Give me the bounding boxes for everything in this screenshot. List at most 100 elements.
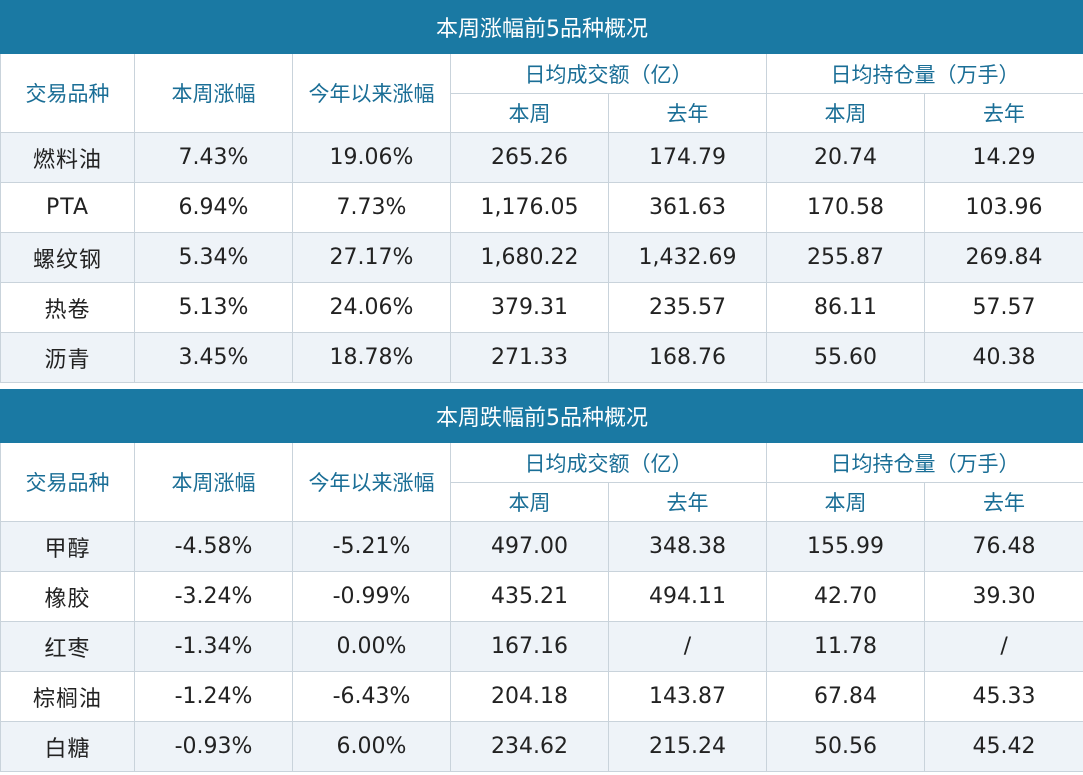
table-row: 棕榈油 -1.24% -6.43% 204.18 143.87 67.84 45.33 xyxy=(0,671,1083,722)
cell-oi-last-year: 269.84 xyxy=(923,232,1083,283)
cell-ytd-change: 19.06% xyxy=(292,132,451,183)
cell-week-change: -3.24% xyxy=(134,571,293,622)
gainers-header-row: 交易品种 本周涨幅 今年以来涨幅 日均成交额（亿） 日均持仓量（万手） xyxy=(0,53,1083,133)
header-ytd-change: 今年以来涨幅 xyxy=(292,442,451,522)
cell-turnover-this-week: 265.26 xyxy=(450,132,609,183)
cell-turnover-last-year: 1,432.69 xyxy=(608,232,767,283)
cell-oi-last-year: 39.30 xyxy=(923,571,1083,622)
cell-week-change: 6.94% xyxy=(134,182,293,233)
cell-oi-last-year: 76.48 xyxy=(923,521,1083,572)
header-oi-group: 日均持仓量（万手） xyxy=(765,53,1083,94)
cell-oi-this-week: 255.87 xyxy=(766,232,925,283)
cell-turnover-last-year: 348.38 xyxy=(608,521,767,572)
cell-oi-last-year: 45.42 xyxy=(923,721,1083,772)
table-row: 橡胶 -3.24% -0.99% 435.21 494.11 42.70 39.30 xyxy=(0,571,1083,622)
header-variety: 交易品种 xyxy=(0,53,135,133)
subheader-oi-this-week: 本周 xyxy=(766,93,925,133)
table-row: 甲醇 -4.58% -5.21% 497.00 348.38 155.99 76.48 xyxy=(0,521,1083,572)
gainers-subheader-row: 本周 去年 本周 去年 xyxy=(1,93,1083,133)
cell-turnover-this-week: 167.16 xyxy=(450,621,609,672)
table-row: 燃料油 7.43% 19.06% 265.26 174.79 20.74 14.29 xyxy=(0,132,1083,183)
cell-variety: 沥青 xyxy=(0,332,135,383)
cell-oi-last-year: 40.38 xyxy=(923,332,1083,383)
header-week-change: 本周涨幅 xyxy=(134,53,293,133)
cell-oi-last-year: 45.33 xyxy=(923,671,1083,722)
cell-variety: 棕榈油 xyxy=(0,671,135,722)
cell-turnover-last-year: 235.57 xyxy=(608,282,767,333)
cell-oi-this-week: 50.56 xyxy=(766,721,925,772)
cell-turnover-this-week: 234.62 xyxy=(450,721,609,772)
cell-turnover-this-week: 435.21 xyxy=(450,571,609,622)
cell-variety: 白糖 xyxy=(0,721,135,772)
losers-title-row: 本周跌幅前5品种概况 xyxy=(0,389,1083,443)
cell-week-change: 3.45% xyxy=(134,332,293,383)
cell-week-change: 5.34% xyxy=(134,232,293,283)
header-week-change: 本周涨幅 xyxy=(134,442,293,522)
cell-ytd-change: -6.43% xyxy=(292,671,451,722)
table-row: 白糖 -0.93% 6.00% 234.62 215.24 50.56 45.42 xyxy=(0,721,1083,772)
gainers-title-row: 本周涨幅前5品种概况 xyxy=(0,0,1083,54)
subheader-turnover-last-year: 去年 xyxy=(608,93,767,133)
cell-ytd-change: 24.06% xyxy=(292,282,451,333)
cell-week-change: -4.58% xyxy=(134,521,293,572)
cell-variety: 甲醇 xyxy=(0,521,135,572)
cell-turnover-this-week: 379.31 xyxy=(450,282,609,333)
losers-title: 本周跌幅前5品种概况 xyxy=(0,389,1083,443)
header-turnover-group: 日均成交额（亿） xyxy=(450,53,767,94)
cell-variety: PTA xyxy=(0,182,135,233)
cell-ytd-change: 27.17% xyxy=(292,232,451,283)
cell-oi-last-year: 14.29 xyxy=(923,132,1083,183)
cell-turnover-this-week: 204.18 xyxy=(450,671,609,722)
subheader-turnover-last-year: 去年 xyxy=(608,482,767,522)
cell-ytd-change: -0.99% xyxy=(292,571,451,622)
cell-week-change: -1.24% xyxy=(134,671,293,722)
cell-oi-this-week: 55.60 xyxy=(766,332,925,383)
cell-variety: 热卷 xyxy=(0,282,135,333)
cell-turnover-last-year: 143.87 xyxy=(608,671,767,722)
gainers-title: 本周涨幅前5品种概况 xyxy=(0,0,1083,54)
table-row: PTA 6.94% 7.73% 1,176.05 361.63 170.58 103.96 xyxy=(0,182,1083,233)
header-oi-group: 日均持仓量（万手） xyxy=(765,442,1083,483)
cell-turnover-this-week: 497.00 xyxy=(450,521,609,572)
cell-oi-this-week: 20.74 xyxy=(766,132,925,183)
header-ytd-change: 今年以来涨幅 xyxy=(292,53,451,133)
cell-variety: 红枣 xyxy=(0,621,135,672)
cell-week-change: 5.13% xyxy=(134,282,293,333)
subheader-turnover-this-week: 本周 xyxy=(450,93,609,133)
cell-week-change: -0.93% xyxy=(134,721,293,772)
cell-oi-this-week: 86.11 xyxy=(766,282,925,333)
cell-week-change: 7.43% xyxy=(134,132,293,183)
cell-ytd-change: -5.21% xyxy=(292,521,451,572)
table-row: 沥青 3.45% 18.78% 271.33 168.76 55.60 40.38 xyxy=(0,332,1083,383)
cell-oi-last-year: 103.96 xyxy=(923,182,1083,233)
losers-subheader-row: 本周 去年 本周 去年 xyxy=(1,482,1083,522)
subheader-oi-last-year: 去年 xyxy=(923,482,1083,522)
cell-turnover-last-year: 174.79 xyxy=(608,132,767,183)
cell-ytd-change: 0.00% xyxy=(292,621,451,672)
subheader-turnover-this-week: 本周 xyxy=(450,482,609,522)
cell-turnover-this-week: 271.33 xyxy=(450,332,609,383)
cell-variety: 燃料油 xyxy=(0,132,135,183)
header-turnover-group: 日均成交额（亿） xyxy=(450,442,767,483)
cell-turnover-last-year: 215.24 xyxy=(608,721,767,772)
cell-week-change: -1.34% xyxy=(134,621,293,672)
cell-oi-last-year: / xyxy=(923,621,1083,672)
cell-turnover-last-year: 168.76 xyxy=(608,332,767,383)
cell-oi-this-week: 42.70 xyxy=(766,571,925,622)
top-gainers-table: 本周涨幅前5品种概况 交易品种 本周涨幅 今年以来涨幅 日均成交额（亿） 日均持… xyxy=(0,0,1083,383)
losers-header-row: 交易品种 本周涨幅 今年以来涨幅 日均成交额（亿） 日均持仓量（万手） xyxy=(0,442,1083,522)
cell-ytd-change: 7.73% xyxy=(292,182,451,233)
cell-turnover-last-year: 361.63 xyxy=(608,182,767,233)
subheader-oi-last-year: 去年 xyxy=(923,93,1083,133)
cell-oi-this-week: 170.58 xyxy=(766,182,925,233)
table-row: 螺纹钢 5.34% 27.17% 1,680.22 1,432.69 255.87 269.… xyxy=(0,232,1083,283)
table-row: 热卷 5.13% 24.06% 379.31 235.57 86.11 57.57 xyxy=(0,282,1083,333)
cell-turnover-last-year: 494.11 xyxy=(608,571,767,622)
cell-oi-this-week: 155.99 xyxy=(766,521,925,572)
cell-variety: 螺纹钢 xyxy=(0,232,135,283)
header-variety: 交易品种 xyxy=(0,442,135,522)
cell-turnover-last-year: / xyxy=(608,621,767,672)
cell-turnover-this-week: 1,680.22 xyxy=(450,232,609,283)
cell-variety: 橡胶 xyxy=(0,571,135,622)
